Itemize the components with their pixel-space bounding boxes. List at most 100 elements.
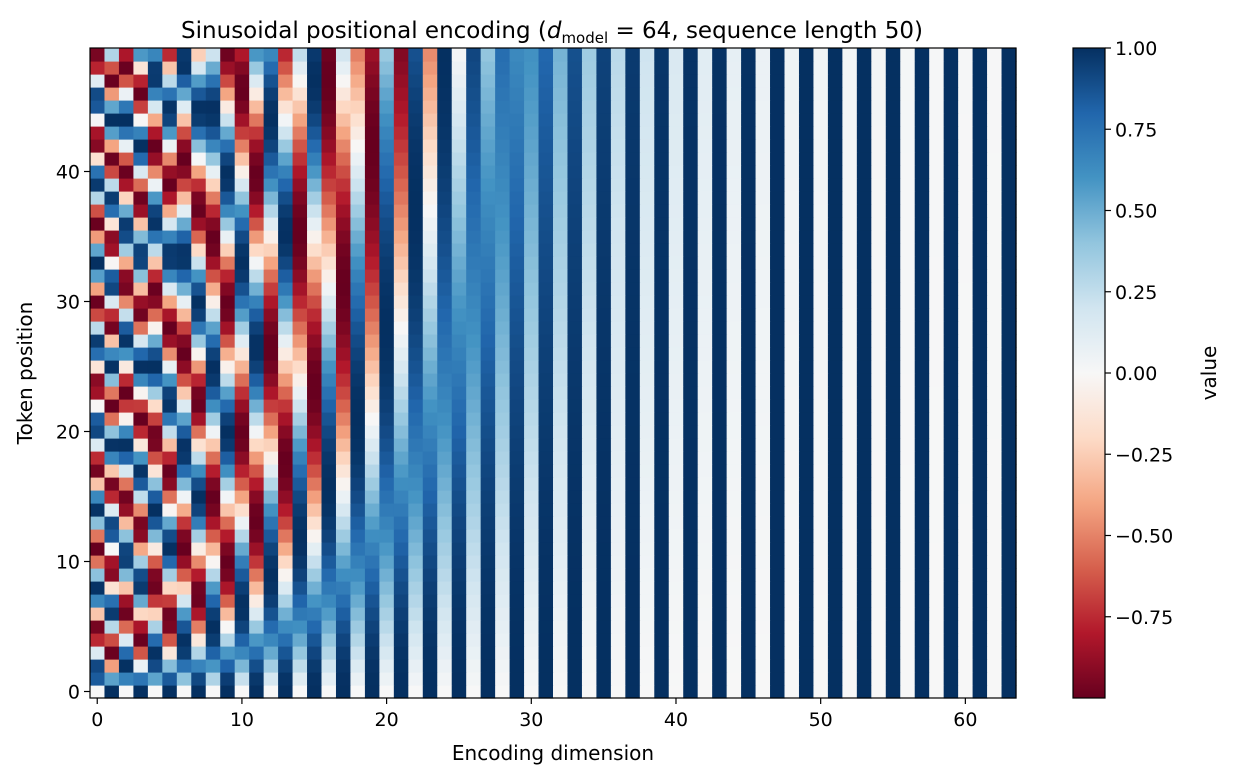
heatmap-cell — [408, 165, 424, 179]
heatmap-cell — [437, 282, 453, 296]
heatmap-cell — [567, 490, 583, 504]
heatmap-cell — [234, 321, 250, 335]
heatmap-cell — [581, 529, 598, 543]
heatmap-cell — [379, 646, 395, 660]
heatmap-cell — [538, 321, 554, 335]
heatmap-cell — [408, 243, 424, 257]
heatmap-cell — [451, 451, 467, 465]
heatmap-cell — [842, 451, 858, 465]
heatmap-cell — [827, 412, 843, 426]
heatmap-cell — [900, 321, 916, 335]
heatmap-cell — [741, 542, 757, 556]
heatmap-cell — [263, 477, 279, 491]
heatmap-cell — [393, 503, 409, 517]
heatmap-cell — [437, 165, 453, 179]
heatmap-cell — [509, 295, 525, 309]
heatmap-cell — [147, 542, 163, 556]
heatmap-cell — [741, 152, 757, 166]
heatmap-cell — [697, 633, 713, 647]
heatmap-cell — [885, 490, 901, 504]
heatmap-cell — [842, 61, 858, 75]
heatmap-cell — [712, 464, 728, 478]
heatmap-cell — [321, 48, 337, 62]
heatmap-cell — [654, 243, 670, 257]
heatmap-cell — [625, 126, 641, 140]
heatmap-cell — [422, 451, 438, 465]
heatmap-cell — [842, 685, 858, 699]
heatmap-cell — [885, 646, 901, 660]
heatmap-cell — [524, 347, 540, 361]
heatmap-cell — [827, 295, 843, 309]
heatmap-cell — [118, 74, 135, 88]
heatmap-cell — [393, 438, 409, 452]
heatmap-cell — [205, 607, 221, 621]
heatmap-cell — [929, 373, 945, 387]
heatmap-cell — [307, 100, 323, 114]
heatmap-cell — [625, 321, 641, 335]
heatmap-cell — [827, 113, 843, 127]
heatmap-cell — [451, 646, 467, 660]
heatmap-cell — [581, 685, 598, 699]
heatmap-cell — [307, 399, 323, 413]
heatmap-cell — [335, 165, 352, 179]
heatmap-cell — [466, 464, 482, 478]
heatmap-cell — [972, 334, 988, 348]
heatmap-cell — [350, 542, 366, 556]
heatmap-cell — [292, 139, 308, 153]
heatmap-cell — [422, 646, 438, 660]
heatmap-cell — [914, 594, 930, 608]
heatmap-cell — [466, 256, 482, 270]
heatmap-cell — [524, 581, 540, 595]
heatmap-cell — [176, 334, 192, 348]
heatmap-cell — [466, 217, 482, 231]
heatmap-cell — [379, 555, 395, 569]
heatmap-cell — [90, 685, 106, 699]
heatmap-cell — [191, 204, 207, 218]
heatmap-cell — [220, 685, 236, 699]
heatmap-cell — [176, 620, 192, 634]
heatmap-cell — [827, 347, 843, 361]
heatmap-cell — [321, 659, 337, 673]
heatmap-cell — [524, 230, 540, 244]
heatmap-cell — [437, 191, 453, 205]
heatmap-cell — [784, 165, 800, 179]
heatmap-cell — [784, 48, 800, 62]
heatmap-cell — [842, 204, 858, 218]
heatmap-cell — [683, 308, 699, 322]
heatmap-cell — [220, 633, 236, 647]
heatmap-cell — [856, 204, 872, 218]
heatmap-cell — [798, 295, 815, 309]
heatmap-cell — [524, 399, 540, 413]
heatmap-cell — [596, 178, 612, 192]
heatmap-cell — [871, 178, 887, 192]
heatmap-cell — [856, 295, 872, 309]
heatmap-cell — [162, 74, 178, 88]
heatmap-cell — [581, 321, 598, 335]
heatmap-cell — [393, 217, 409, 231]
heatmap-cell — [437, 295, 453, 309]
heatmap-cell — [784, 451, 800, 465]
heatmap-cell — [712, 126, 728, 140]
heatmap-cell — [885, 152, 901, 166]
heatmap-cell — [943, 529, 959, 543]
heatmap-cell — [263, 464, 279, 478]
heatmap-cell — [133, 74, 149, 88]
heatmap-cell — [437, 516, 453, 530]
heatmap-cell — [668, 269, 684, 283]
heatmap-cell — [451, 48, 467, 62]
heatmap-cell — [524, 321, 540, 335]
heatmap-cell — [856, 633, 872, 647]
heatmap-cell — [466, 555, 482, 569]
heatmap-cell — [451, 542, 467, 556]
heatmap-cell — [726, 685, 742, 699]
heatmap-cell — [683, 243, 699, 257]
heatmap-cell — [495, 646, 511, 660]
heatmap-cell — [581, 555, 598, 569]
heatmap-cell — [335, 256, 352, 270]
heatmap-cell — [668, 113, 684, 127]
heatmap-cell — [625, 555, 641, 569]
heatmap-cell — [408, 126, 424, 140]
heatmap-cell — [234, 412, 250, 426]
heatmap-cell — [90, 477, 106, 491]
heatmap-cell — [625, 503, 641, 517]
